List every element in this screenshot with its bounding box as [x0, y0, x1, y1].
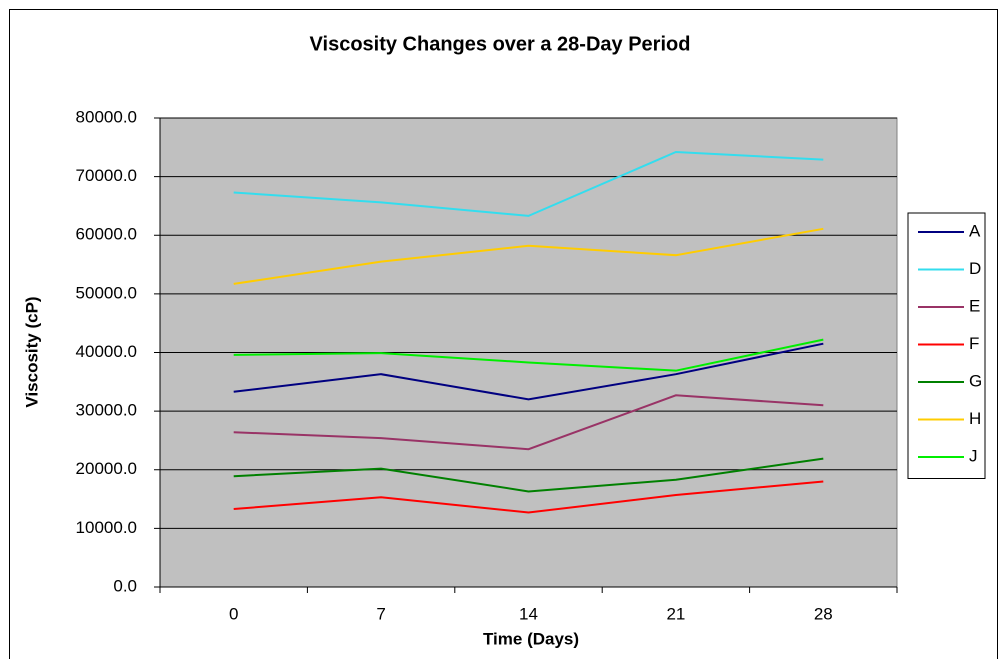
legend-label: D — [969, 259, 981, 278]
y-tick-label: 50000.0 — [76, 283, 137, 302]
x-tick-label: 21 — [666, 604, 685, 623]
series-line — [233, 342, 824, 401]
chart-title: Viscosity Changes over a 28-Day Period — [310, 33, 691, 55]
legend-label: H — [969, 409, 981, 428]
x-axis-title: Time (Days) — [483, 629, 579, 648]
series-line — [233, 480, 824, 514]
x-tick-label: 28 — [814, 604, 833, 623]
legend-label: E — [969, 296, 980, 315]
legend-label: G — [969, 371, 982, 390]
y-tick-label: 30000.0 — [76, 401, 137, 420]
y-tick-label: 60000.0 — [76, 225, 137, 244]
x-tick-label: 14 — [519, 604, 538, 623]
series-line — [233, 394, 824, 451]
x-tick-label: 7 — [376, 604, 385, 623]
series-line — [233, 227, 824, 285]
y-tick-label: 10000.0 — [76, 518, 137, 537]
series-line — [233, 338, 824, 372]
y-tick-label: 40000.0 — [76, 342, 137, 361]
series-line — [233, 457, 824, 493]
y-tick-label: 70000.0 — [76, 166, 137, 185]
legend-label: F — [969, 334, 979, 353]
y-tick-label: 0.0 — [113, 576, 137, 595]
series-line — [233, 150, 824, 217]
y-axis-title: Viscosity (cP) — [22, 296, 41, 407]
legend-label: J — [969, 446, 978, 465]
x-tick-label: 0 — [229, 604, 238, 623]
y-tick-label: 20000.0 — [76, 459, 137, 478]
legend-box — [907, 212, 986, 479]
legend-label: A — [969, 221, 981, 240]
y-tick-label: 80000.0 — [76, 107, 137, 126]
